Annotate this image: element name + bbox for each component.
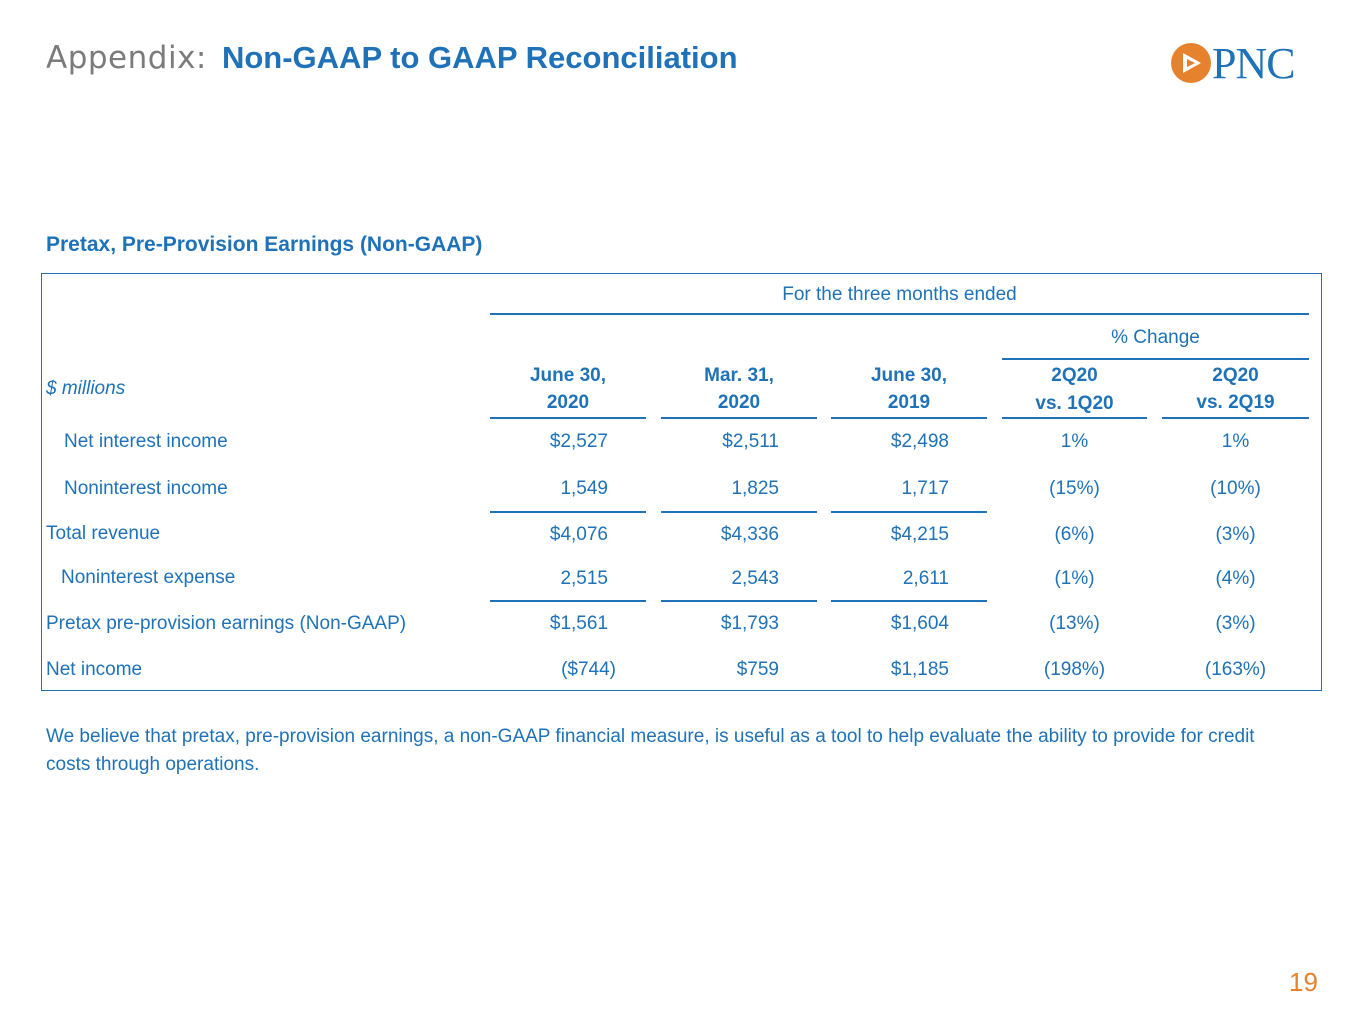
subtotal-rule xyxy=(490,511,646,513)
col-header-rule xyxy=(490,417,646,419)
logo-text: PNC xyxy=(1212,39,1296,88)
row-label: Net interest income xyxy=(64,431,228,452)
col-header-line2: 2020 xyxy=(717,392,761,413)
subtotal-rule xyxy=(831,511,987,513)
col-header-rule xyxy=(831,417,987,419)
cell-pct-1q: 1% xyxy=(1060,431,1089,452)
cell-pct-1q: (13%) xyxy=(1049,613,1100,634)
page-title: Appendix: Non-GAAP to GAAP Reconciliatio… xyxy=(46,40,738,76)
col-header-line2: vs. 1Q20 xyxy=(1035,393,1114,414)
cell-jun2020: $1,561 xyxy=(549,613,608,634)
cell-pct-2q: 1% xyxy=(1221,431,1250,452)
pnc-logo: PNC xyxy=(1170,39,1320,88)
page-number: 19 xyxy=(1289,967,1318,997)
title-prefix: Appendix: xyxy=(46,40,207,76)
row-label: Total revenue xyxy=(46,523,161,544)
change-header-rule xyxy=(1002,358,1309,360)
cell-mar2020: $759 xyxy=(736,659,779,680)
col-header-line1: 2Q20 xyxy=(1212,365,1259,386)
cell-mar2020: $2,511 xyxy=(722,431,779,452)
col-header-line2: vs. 2Q19 xyxy=(1196,392,1275,413)
subtotal-rule xyxy=(490,600,646,602)
subtotal-rule xyxy=(831,600,987,602)
cell-mar2020: 1,825 xyxy=(731,478,779,499)
row-label: Noninterest expense xyxy=(61,567,236,588)
cell-jun2020: ($744) xyxy=(561,659,616,680)
col-header-line1: June 30, xyxy=(529,365,607,386)
cell-jun2019: $2,498 xyxy=(890,431,949,452)
section-title: Pretax, Pre-Provision Earnings (Non-GAAP… xyxy=(46,233,483,256)
row-label: Net income xyxy=(46,659,143,680)
cell-pct-2q: (3%) xyxy=(1215,524,1256,545)
col-header-rule xyxy=(1002,417,1147,419)
cell-pct-1q: (1%) xyxy=(1054,568,1095,589)
row-label: Pretax pre-provision earnings (Non-GAAP) xyxy=(46,613,407,634)
cell-pct-1q: (6%) xyxy=(1054,524,1095,545)
col-header-line2: 2019 xyxy=(887,392,931,413)
col-header-line2: 2020 xyxy=(546,392,590,413)
cell-jun2019: 1,717 xyxy=(901,478,949,499)
cell-pct-2q: (4%) xyxy=(1215,568,1256,589)
cell-jun2019: $1,604 xyxy=(890,613,949,634)
cell-mar2020: $1,793 xyxy=(720,613,779,634)
cell-jun2019: $4,215 xyxy=(890,524,949,545)
period-header: For the three months ended xyxy=(782,284,1017,305)
col-header-rule xyxy=(1162,417,1309,419)
cell-jun2019: $1,185 xyxy=(890,659,949,680)
cell-mar2020: $4,336 xyxy=(720,524,779,545)
change-header: % Change xyxy=(1111,327,1200,348)
title-main: Non-GAAP to GAAP Reconciliation xyxy=(221,40,738,75)
cell-pct-2q: (3%) xyxy=(1215,613,1256,634)
cell-jun2020: $4,076 xyxy=(549,524,608,545)
pnc-triangle-logo-icon xyxy=(1171,43,1211,83)
cell-pct-2q: (163%) xyxy=(1204,659,1267,680)
cell-pct-1q: (198%) xyxy=(1043,659,1106,680)
reconciliation-table: For the three months ended % Change $ mi… xyxy=(41,273,1322,691)
cell-jun2020: 1,549 xyxy=(560,478,608,499)
subtotal-rule xyxy=(661,511,817,513)
footnote-text: We believe that pretax, pre-provision ea… xyxy=(46,726,1255,775)
col-header-rule xyxy=(661,417,817,419)
col-header-line1: Mar. 31, xyxy=(704,365,774,386)
row-label: Noninterest income xyxy=(64,478,228,499)
units-label: $ millions xyxy=(46,378,126,399)
cell-jun2019: 2,611 xyxy=(902,568,949,589)
col-header-line1: 2Q20 xyxy=(1051,365,1098,386)
period-header-rule xyxy=(490,313,1309,315)
cell-mar2020: 2,543 xyxy=(731,568,779,589)
cell-pct-2q: (10%) xyxy=(1210,478,1261,499)
cell-jun2020: $2,527 xyxy=(549,431,608,452)
cell-jun2020: 2,515 xyxy=(560,568,608,589)
cell-pct-1q: (15%) xyxy=(1049,478,1100,499)
subtotal-rule xyxy=(661,600,817,602)
col-header-line1: June 30, xyxy=(870,365,948,386)
